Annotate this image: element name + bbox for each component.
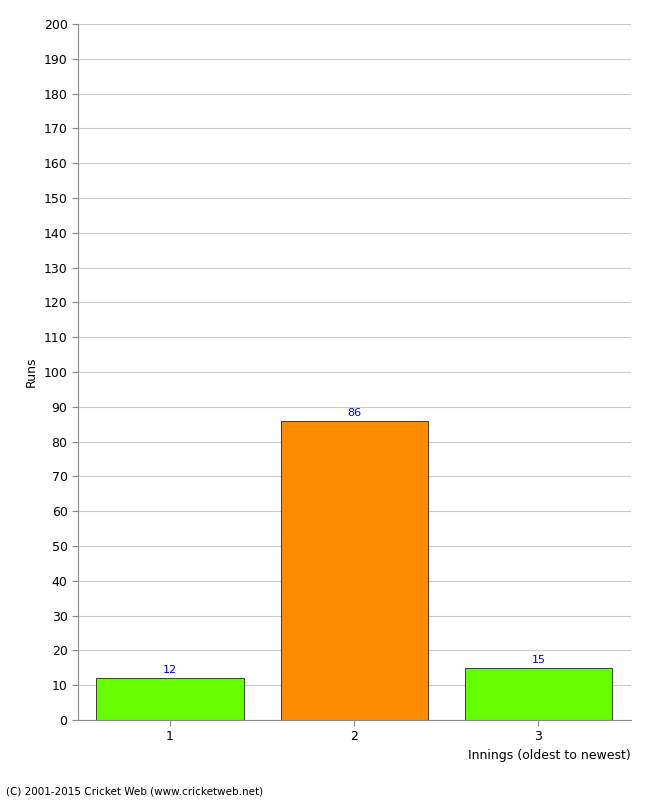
Bar	[281, 421, 428, 720]
Y-axis label: Runs: Runs	[25, 357, 38, 387]
Bar	[465, 668, 612, 720]
Bar	[96, 678, 244, 720]
Text: (C) 2001-2015 Cricket Web (www.cricketweb.net): (C) 2001-2015 Cricket Web (www.cricketwe…	[6, 786, 264, 796]
Text: 12: 12	[163, 666, 177, 675]
Text: 15: 15	[532, 655, 545, 665]
Text: 86: 86	[347, 408, 361, 418]
X-axis label: Innings (oldest to newest): Innings (oldest to newest)	[468, 749, 630, 762]
